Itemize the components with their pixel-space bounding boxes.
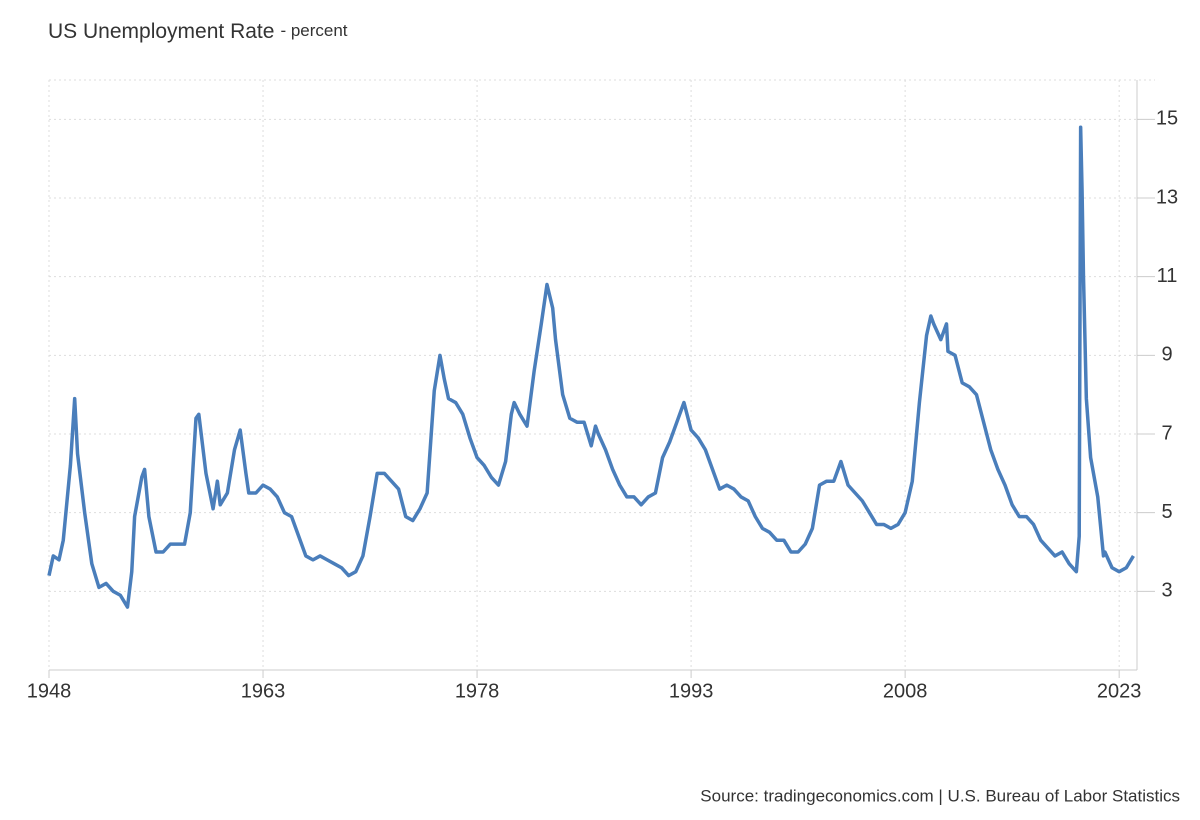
- y-tick-label: 7: [1161, 422, 1172, 444]
- x-tick-label: 1978: [455, 680, 500, 702]
- y-tick-label: 5: [1161, 501, 1172, 523]
- y-tick-label: 13: [1156, 186, 1178, 208]
- x-tick-label: 1963: [241, 680, 286, 702]
- y-tick-label: 3: [1161, 580, 1172, 602]
- x-tick-label: 1948: [27, 680, 72, 702]
- x-tick-label: 2008: [883, 680, 928, 702]
- data-line: [47, 125, 1135, 609]
- source: Source: tradingeconomics.com | U.S. Bure…: [700, 786, 1180, 805]
- y-tick-label: 9: [1161, 344, 1172, 366]
- x-tick-label: 2023: [1097, 680, 1142, 702]
- y-tick-label: 15: [1156, 108, 1178, 130]
- chart-title: US Unemployment Rate: [48, 20, 274, 43]
- x-tick-label: 1993: [669, 680, 714, 702]
- chart-subtitle: - percent: [280, 21, 347, 40]
- chart-title-group: US Unemployment Rate - percent: [48, 20, 348, 43]
- y-tick-label: 11: [1157, 265, 1178, 287]
